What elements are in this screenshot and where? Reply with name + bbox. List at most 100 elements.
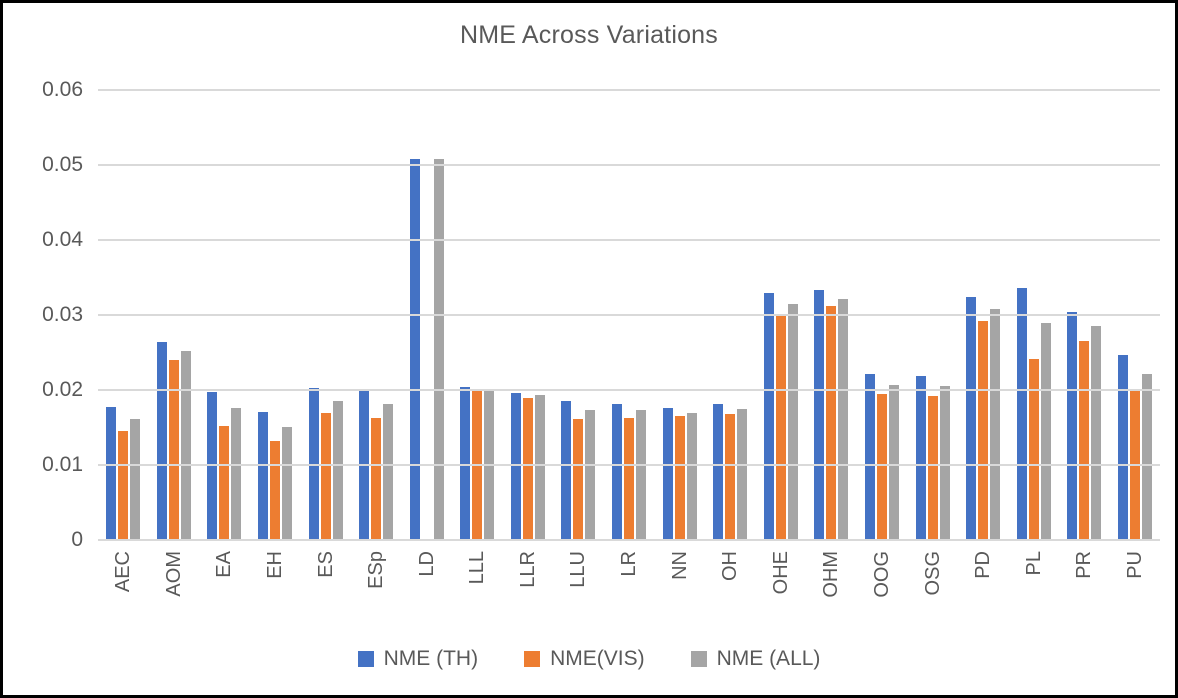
bar-group-NN	[654, 90, 705, 540]
bar-EA-nme-all-	[231, 408, 242, 540]
bar-NN-nme-vis-	[674, 415, 685, 540]
x-tick-cell: OHE	[756, 551, 807, 633]
bar-OHE-nme-vis-	[775, 315, 786, 540]
bar-EH-nme-vis-	[270, 441, 281, 540]
bar-LR-nme-vis-	[624, 417, 635, 540]
x-axis-labels: AEC AOM EA EH ES ESp LD LLL LLR LLU LR NN OH OHE OHM OO…	[98, 551, 1160, 633]
bar-group-ES	[300, 90, 351, 540]
bar-group-PL	[1008, 90, 1059, 540]
x-tick-label: LR	[618, 551, 641, 577]
bar-LD-nme-th-	[409, 159, 420, 540]
bar-AEC-nme-th-	[106, 406, 117, 540]
bar-OOG-nme-th-	[864, 374, 875, 540]
bar-group-OSG	[907, 90, 958, 540]
x-tick-label: OSG	[921, 551, 944, 596]
y-tick-label: 0.06	[42, 78, 83, 101]
bar-ES-nme-all-	[332, 400, 343, 540]
x-tick-cell: ESp	[351, 551, 402, 633]
legend-swatch-icon	[357, 651, 374, 667]
bar-LLR-nme-th-	[510, 393, 521, 540]
legend: NME (TH) NME(VIS) NME (ALL)	[3, 647, 1175, 671]
bar-AEC-nme-vis-	[118, 430, 129, 540]
bar-LD-nme-all-	[433, 159, 444, 540]
x-tick-label: LD	[415, 551, 438, 577]
y-axis-labels: 0 0.01 0.02 0.03 0.04 0.05 0.06	[11, 78, 83, 551]
gridline	[98, 314, 1160, 316]
bar-PD-nme-all-	[990, 309, 1001, 540]
legend-item: NME (TH)	[357, 647, 478, 671]
bar-group-OOG	[857, 90, 908, 540]
bar-OSG-nme-th-	[915, 375, 926, 540]
gridline	[98, 239, 1160, 241]
bar-PU-nme-all-	[1141, 373, 1152, 540]
bar-LLU-nme-th-	[561, 400, 572, 540]
bar-OHE-nme-all-	[787, 303, 798, 540]
bar-LLR-nme-vis-	[522, 398, 533, 540]
bar-group-PD	[958, 90, 1009, 540]
bar-PL-nme-th-	[1016, 288, 1027, 540]
bar-PL-nme-all-	[1040, 322, 1051, 540]
bar-PL-nme-vis-	[1028, 358, 1039, 540]
x-tick-cell: OHM	[806, 551, 857, 633]
bar-ES-nme-th-	[308, 387, 319, 540]
bar-PU-nme-th-	[1117, 354, 1128, 540]
x-tick-label: LLL	[466, 551, 489, 585]
bar-group-OHE	[756, 90, 807, 540]
y-tick-label: 0.02	[42, 378, 83, 401]
bar-AOM-nme-th-	[156, 342, 167, 540]
bar-PR-nme-th-	[1067, 312, 1078, 540]
x-tick-cell: LD	[401, 551, 452, 633]
x-tick-cell: EH	[250, 551, 301, 633]
gridline	[98, 539, 1160, 541]
y-tick-label: 0.01	[42, 453, 83, 476]
x-tick-label: LLU	[567, 551, 590, 588]
x-tick-cell: OOG	[857, 551, 908, 633]
x-tick-label: AOM	[162, 551, 185, 597]
bar-LR-nme-th-	[612, 403, 623, 540]
gridline	[98, 464, 1160, 466]
bar-OH-nme-th-	[713, 403, 724, 540]
x-tick-label: LLR	[516, 551, 539, 588]
bar-AEC-nme-all-	[130, 418, 141, 540]
bar-group-LLU	[553, 90, 604, 540]
gridline	[98, 89, 1160, 91]
x-tick-cell: AEC	[98, 551, 149, 633]
legend-item: NME(VIS)	[524, 647, 645, 671]
x-tick-label: OHE	[769, 551, 792, 595]
bar-PR-nme-vis-	[1079, 340, 1090, 540]
bar-group-AOM	[149, 90, 200, 540]
x-tick-label: OHM	[820, 551, 843, 598]
x-tick-label: OOG	[870, 551, 893, 598]
bar-LLL-nme-th-	[460, 387, 471, 540]
bar-AOM-nme-vis-	[168, 360, 179, 540]
bar-LLU-nme-vis-	[573, 419, 584, 540]
bar-LR-nme-all-	[636, 410, 647, 540]
bar-ESp-nme-vis-	[371, 417, 382, 540]
x-tick-label: EH	[264, 551, 287, 579]
bar-OOG-nme-all-	[888, 384, 899, 540]
x-tick-cell: EA	[199, 551, 250, 633]
x-tick-label: EA	[213, 551, 236, 578]
chart-title: NME Across Variations	[460, 21, 718, 49]
x-tick-label: PD	[972, 551, 995, 579]
bar-group-LLR	[503, 90, 554, 540]
bar-OH-nme-vis-	[725, 414, 736, 540]
y-tick-label: 0	[71, 528, 83, 551]
y-tick-label: 0.05	[42, 153, 83, 176]
bar-ESp-nme-all-	[383, 403, 394, 540]
bar-group-LR	[604, 90, 655, 540]
x-tick-cell: OSG	[907, 551, 958, 633]
bar-PD-nme-th-	[966, 297, 977, 540]
bar-LLR-nme-all-	[534, 395, 545, 540]
x-tick-cell: LLL	[452, 551, 503, 633]
x-tick-cell: AOM	[149, 551, 200, 633]
plot-area	[98, 89, 1160, 541]
x-tick-label: AEC	[112, 551, 135, 593]
bar-EH-nme-all-	[282, 426, 293, 540]
legend-label: NME(VIS)	[550, 647, 645, 670]
bar-OHE-nme-th-	[763, 292, 774, 540]
x-tick-cell: OH	[705, 551, 756, 633]
legend-swatch-icon	[690, 651, 707, 667]
x-tick-label: ESp	[365, 551, 388, 589]
